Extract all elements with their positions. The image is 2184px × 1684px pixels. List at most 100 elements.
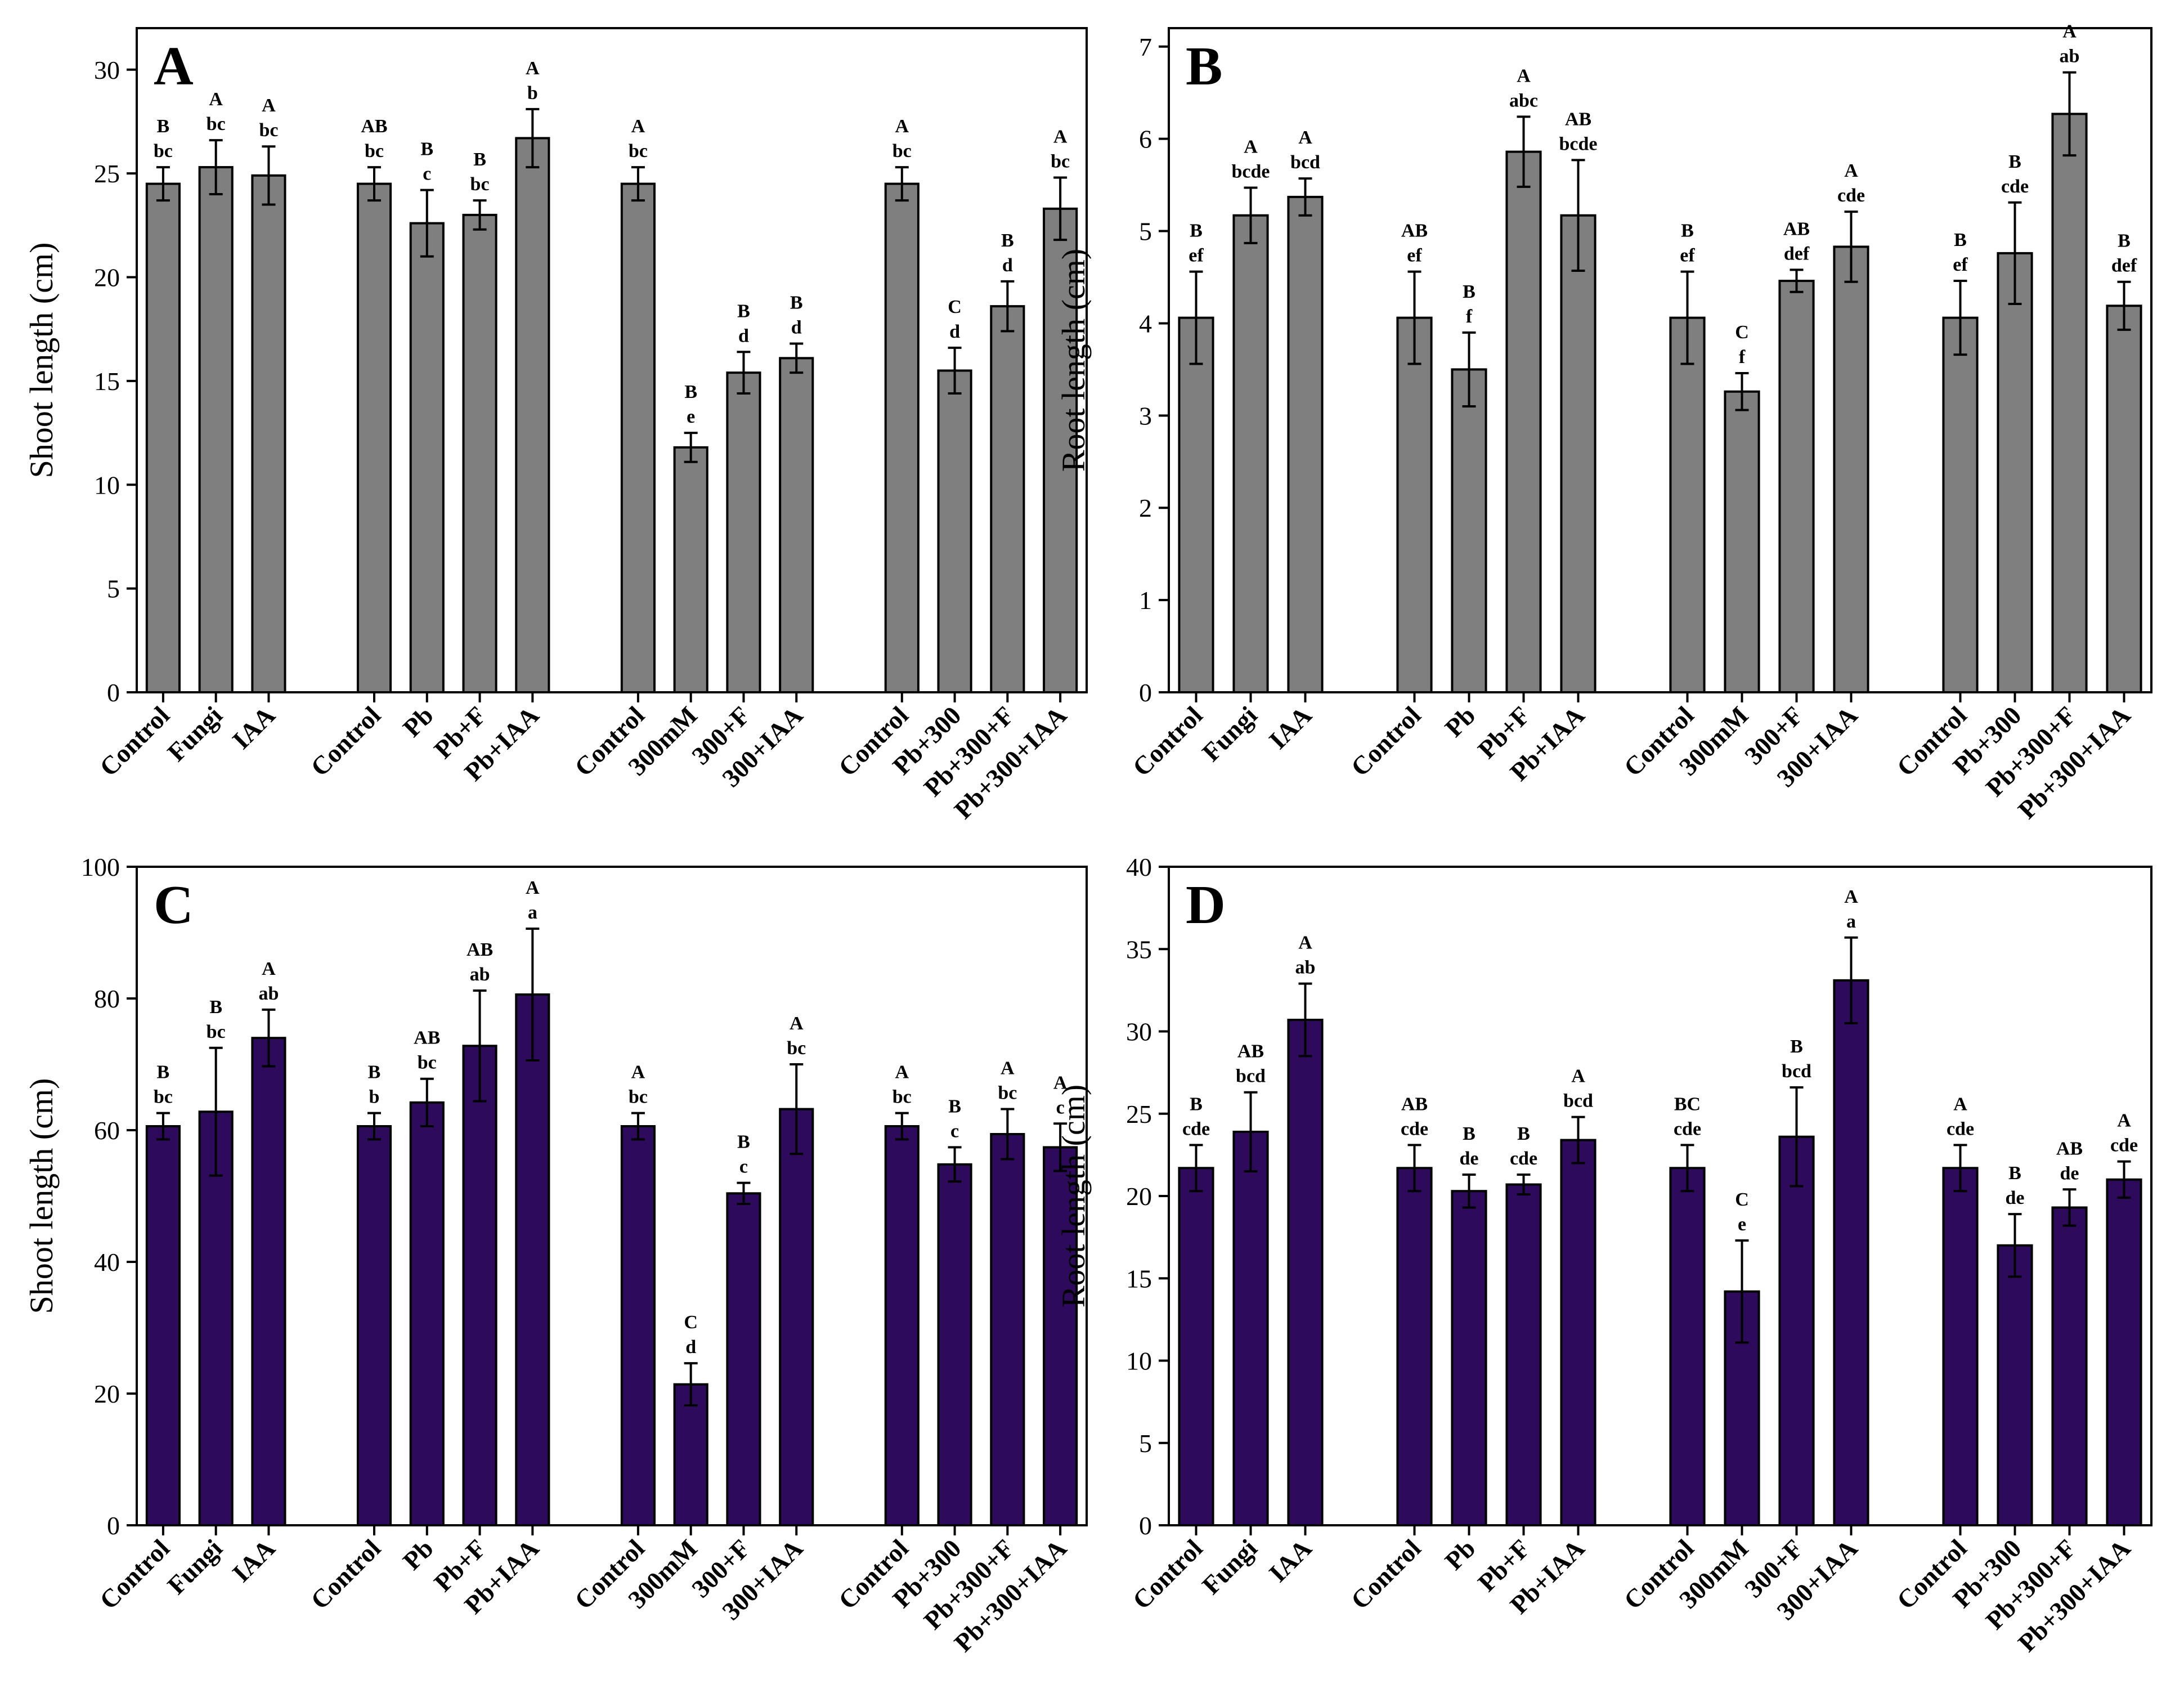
sig-letter-upper: B	[737, 301, 750, 321]
bar	[884, 1125, 920, 1526]
y-tick-label: 15	[1126, 1264, 1152, 1293]
sig-letter-upper: A	[1053, 127, 1068, 147]
bar	[1833, 245, 1869, 693]
sig-letter-lower: e	[1738, 1214, 1746, 1235]
sig-letter-lower: cde	[1674, 1118, 1701, 1139]
sig-letter-upper: B	[1954, 230, 1967, 250]
x-category-label: Control	[1346, 1534, 1427, 1615]
y-tick-label: 35	[1126, 935, 1152, 964]
sig-letter-upper: B	[1463, 281, 1476, 302]
y-tick-label: 20	[1126, 1182, 1152, 1211]
bar	[356, 1125, 392, 1526]
y-tick-label: 0	[1139, 678, 1152, 707]
y-tick-label: 5	[107, 575, 120, 603]
sig-letter-lower: cde	[1182, 1118, 1210, 1139]
sig-letter-lower: ef	[1680, 245, 1695, 266]
sig-letter-upper: A	[1244, 137, 1258, 158]
bar	[726, 371, 761, 693]
x-category-label: Control	[94, 1534, 175, 1615]
bar	[1505, 150, 1542, 694]
sig-letter-lower: bc	[1051, 151, 1070, 172]
sig-letter-upper: B	[1190, 221, 1203, 241]
y-tick-label: 40	[1126, 853, 1152, 881]
y-tick-label: 20	[94, 263, 120, 292]
sig-letter-lower: ab	[1295, 957, 1316, 978]
sig-letter-lower: bc	[787, 1038, 806, 1059]
sig-letter-upper: A	[262, 95, 276, 116]
sig-letter-upper: A	[1844, 160, 1858, 181]
sig-letter-upper: A	[631, 1062, 645, 1083]
sig-letter-upper: AB	[1401, 221, 1428, 241]
y-tick-label: 0	[107, 678, 120, 707]
bar	[1560, 1139, 1596, 1527]
y-tick-label: 30	[1126, 1018, 1152, 1046]
sig-letter-lower: cde	[1510, 1148, 1537, 1169]
sig-letter-lower: bc	[207, 114, 226, 135]
sig-letter-upper: B	[1790, 1036, 1803, 1057]
sig-letter-upper: B	[157, 116, 170, 137]
bar	[1560, 214, 1596, 693]
panel-label: A	[154, 36, 194, 97]
sig-letter-upper: AB	[467, 939, 493, 960]
sig-letter-lower: f	[1739, 347, 1746, 368]
bar	[1833, 979, 1869, 1526]
panel-label: C	[154, 875, 194, 935]
bar	[1451, 1190, 1487, 1527]
bar	[1778, 280, 1815, 693]
bar	[1942, 316, 1979, 693]
y-tick-label: 7	[1139, 33, 1152, 61]
sig-letter-upper: B	[1681, 221, 1694, 241]
sig-letter-upper: C	[1735, 1189, 1749, 1210]
sig-letter-lower: d	[949, 321, 960, 342]
y-tick-label: 80	[94, 984, 120, 1013]
y-tick-label: 4	[1139, 309, 1152, 338]
sig-letter-upper: A	[1571, 1066, 1585, 1087]
sig-letter-lower: bc	[365, 141, 384, 162]
y-tick-label: 0	[1139, 1511, 1152, 1540]
y-tick-label: 100	[81, 853, 120, 881]
y-tick-label: 40	[94, 1248, 120, 1277]
sig-letter-upper: A	[1844, 886, 1858, 907]
sig-letter-lower: bc	[629, 141, 648, 162]
sig-letter-lower: de	[2060, 1163, 2079, 1184]
bar	[1451, 368, 1487, 693]
y-tick-label: 60	[94, 1116, 120, 1145]
sig-letter-lower: bc	[893, 141, 912, 162]
bar	[2106, 304, 2142, 693]
sig-letter-upper: A	[790, 1013, 804, 1034]
bar	[673, 446, 708, 693]
bar	[726, 1192, 761, 1527]
bar	[1287, 1019, 1324, 1526]
sig-letter-upper: B	[368, 1062, 381, 1083]
y-tick-label: 5	[1139, 1429, 1152, 1458]
bar	[1669, 316, 1706, 693]
sig-letter-upper: A	[1953, 1094, 1967, 1114]
y-axis-label: Shoot length (cm)	[23, 1078, 60, 1314]
sig-letter-upper: C	[948, 297, 962, 317]
panel-label: D	[1186, 875, 1226, 935]
sig-letter-upper: B	[684, 382, 697, 402]
x-category-label: Control	[305, 1534, 386, 1615]
sig-letter-lower: ef	[1189, 245, 1204, 266]
bar	[990, 305, 1025, 693]
x-category-label: IAA	[227, 701, 281, 755]
x-category-label: Control	[1127, 1534, 1208, 1615]
plot-frame	[1168, 27, 2152, 693]
sig-letter-lower: b	[369, 1087, 380, 1108]
sig-letter-lower: ab	[2060, 46, 2080, 67]
sig-letter-lower: cde	[1947, 1118, 1974, 1139]
sig-letter-lower: ab	[470, 964, 490, 985]
sig-letter-lower: cde	[1837, 185, 1865, 206]
sig-letter-upper: B	[2008, 151, 2021, 172]
sig-letter-lower: b	[527, 83, 538, 104]
bar	[356, 182, 392, 693]
bar	[1178, 316, 1214, 693]
sig-letter-upper: B	[1001, 230, 1014, 251]
sig-letter-upper: A	[526, 877, 540, 898]
x-category-label: Pb	[397, 701, 439, 742]
sig-letter-lower: de	[1460, 1148, 1479, 1169]
plot-frame	[136, 27, 1088, 693]
